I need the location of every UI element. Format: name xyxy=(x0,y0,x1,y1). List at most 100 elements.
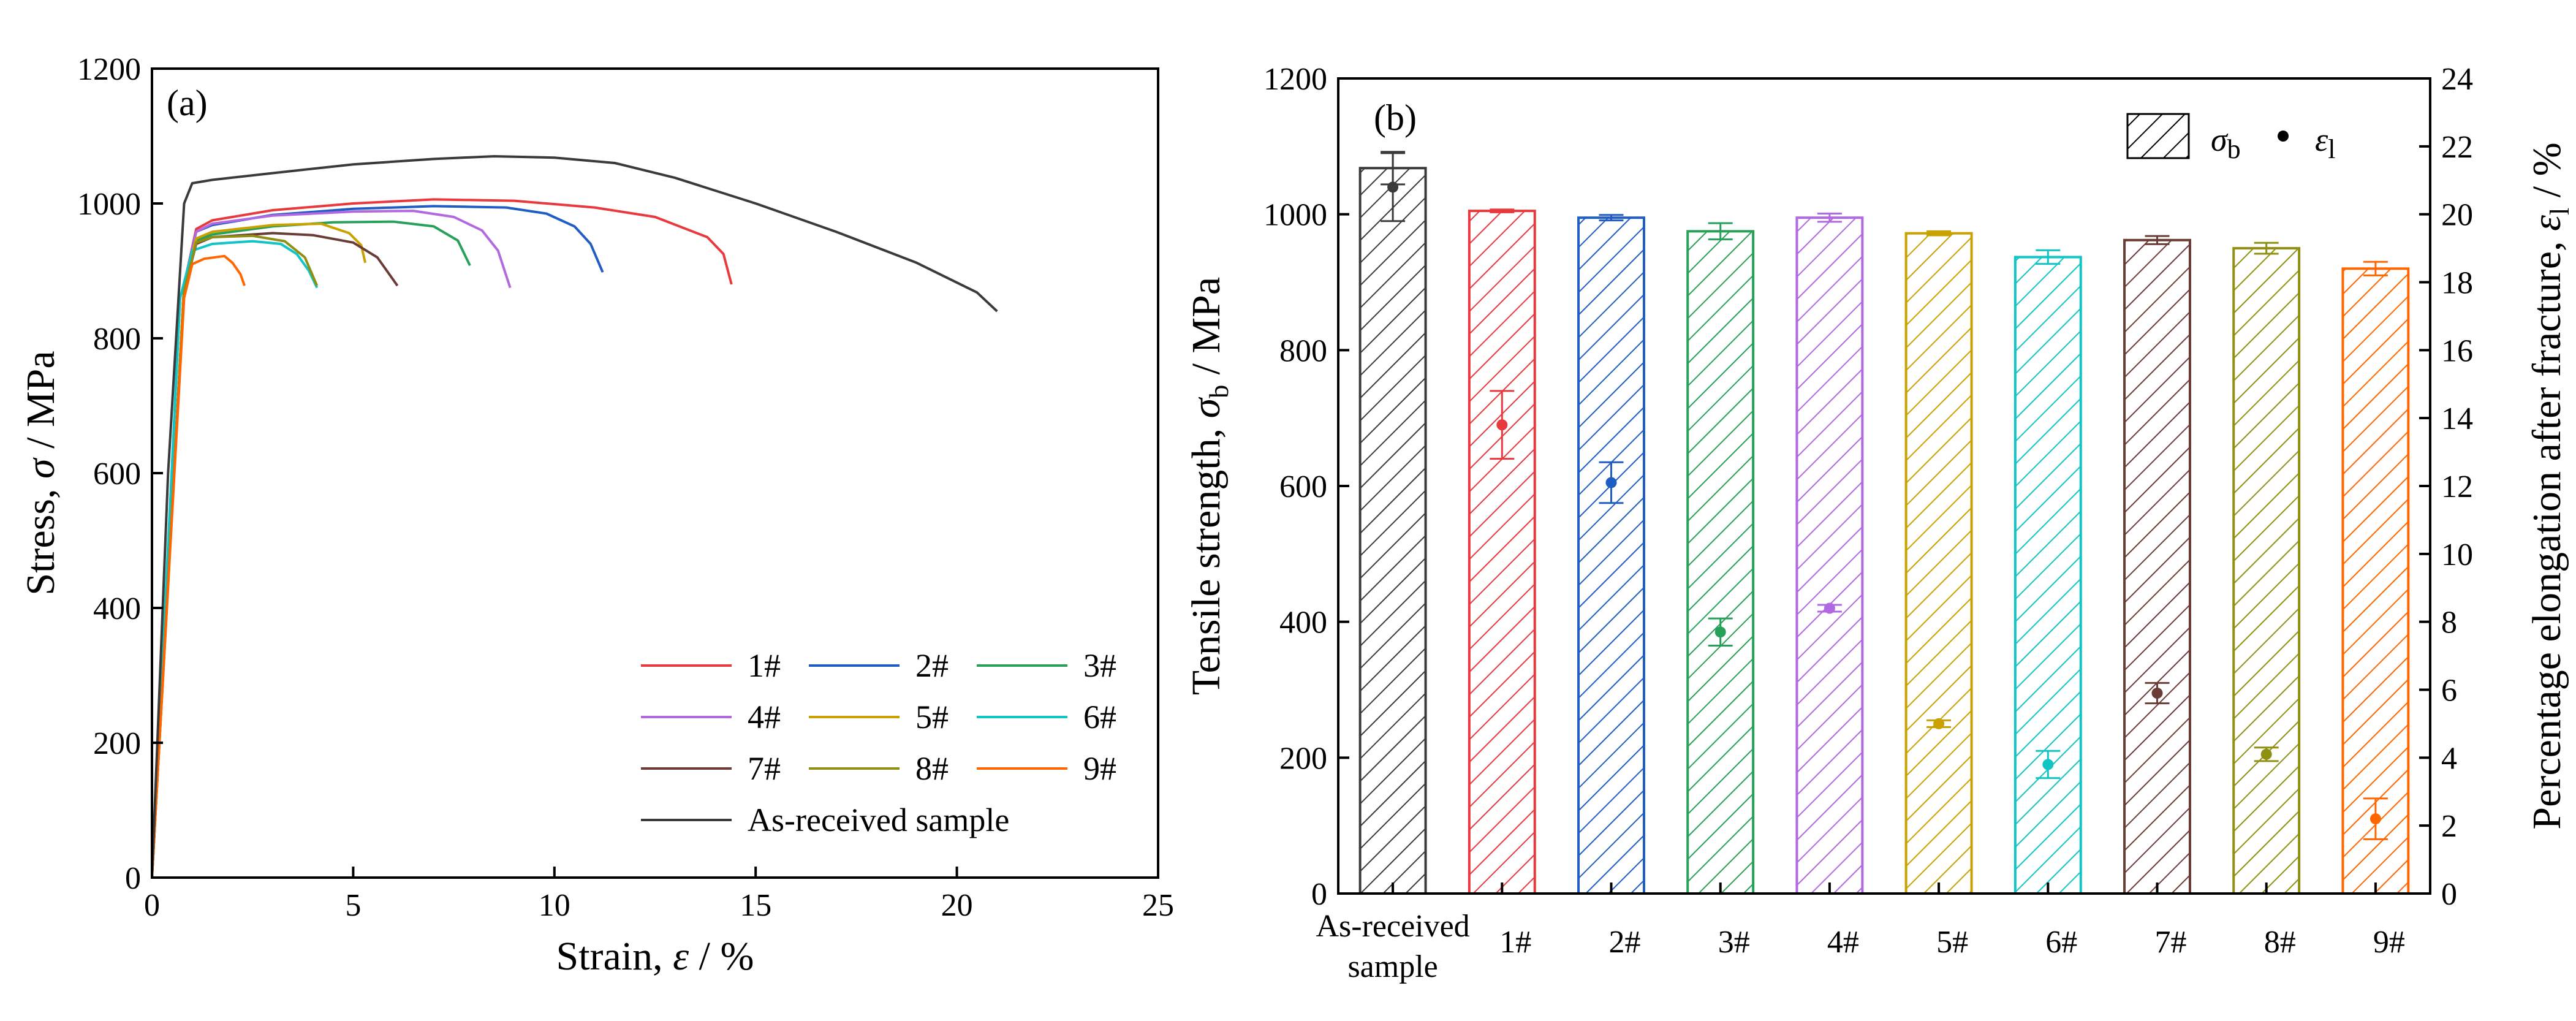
legend-label-a: As-received sample xyxy=(748,802,1009,838)
point-elongation xyxy=(2042,759,2054,770)
point-elongation xyxy=(1714,626,1726,638)
category-label-b: 6# xyxy=(2045,925,2077,960)
x-tick-label-a: 5 xyxy=(345,888,361,923)
y-tick-label-a: 400 xyxy=(93,591,141,626)
stress-strain-chart: 0 5 10 15 20 25 0 200 400 600 800 1000 1200 (a) Stra… xyxy=(18,52,1174,979)
bar-tensile-strength xyxy=(1795,216,1864,895)
y-tick-label-left-b: 800 xyxy=(1279,333,1327,368)
x-tick-label-a: 25 xyxy=(1142,888,1174,923)
y-tick-label-right-b: 20 xyxy=(2441,198,2473,233)
y-axis-title-left-b: Tensile strength, σb / MPa xyxy=(1184,277,1234,695)
legend-b: σb εl xyxy=(2126,113,2336,164)
y-tick-label-right-b: 0 xyxy=(2441,877,2457,912)
curve-1- xyxy=(151,198,733,878)
tensile-elongation-chart: 0200400600800100012000246810121416182022… xyxy=(1184,62,2575,984)
legend-dot-marker xyxy=(2278,131,2289,142)
bar-tensile-strength xyxy=(2232,247,2301,895)
legend-label-a: 4# xyxy=(748,699,781,735)
y-tick-label-right-b: 14 xyxy=(2441,401,2473,436)
y-tick-label-a: 600 xyxy=(93,457,141,492)
point-elongation xyxy=(2370,813,2381,825)
legend-a: 1# 2# 3# 4# 5# 6# 7# 8# 9# As-received sample xyxy=(641,647,1116,838)
y-axis-title-a: Stress, σ / MPa xyxy=(18,351,63,595)
legend-label-a: 2# xyxy=(915,647,949,684)
x-axis-title-a: Strain, ε / % xyxy=(556,934,754,979)
category-label-b: 9# xyxy=(2373,925,2405,960)
curve-7- xyxy=(151,232,399,878)
point-elongation xyxy=(1933,718,1945,729)
panel-label-b: (b) xyxy=(1374,97,1417,138)
point-elongation xyxy=(2151,688,2163,699)
curve-as-received-sample xyxy=(151,155,998,878)
y-tick-label-a: 1000 xyxy=(77,187,141,222)
legend-label-a: 3# xyxy=(1083,647,1116,684)
tensile-strength-bars xyxy=(1358,151,2410,895)
legend-label-a: 9# xyxy=(1083,750,1116,787)
y-axis-title-right-b: Percentage elongation after fracture, εl… xyxy=(2525,142,2575,829)
y-tick-label-right-b: 12 xyxy=(2441,469,2473,504)
curve-8- xyxy=(151,234,319,878)
legend-label-a: 8# xyxy=(915,750,949,787)
y-tick-label-left-b: 400 xyxy=(1279,605,1327,640)
x-tick-label-a: 0 xyxy=(144,888,160,923)
x-tick-label-a: 20 xyxy=(941,888,973,923)
y-tick-label-right-b: 2 xyxy=(2441,809,2457,844)
point-elongation xyxy=(1496,419,1508,431)
y-tick-label-right-b: 16 xyxy=(2441,333,2473,368)
bar-tensile-strength xyxy=(1358,167,1427,895)
point-elongation xyxy=(2260,748,2272,760)
y-tick-label-left-b: 1200 xyxy=(1263,62,1327,97)
y-tick-label-left-b: 600 xyxy=(1279,469,1327,504)
curve-3- xyxy=(151,220,471,878)
category-label-b: 4# xyxy=(1827,925,1859,960)
bar-tensile-strength xyxy=(2123,238,2191,895)
legend-bar-label: σb xyxy=(2211,121,2241,164)
curve-2- xyxy=(151,205,604,878)
stress-strain-curves xyxy=(151,155,998,878)
y-tick-label-left-b: 0 xyxy=(1311,877,1327,912)
y-tick-label-left-b: 200 xyxy=(1279,741,1327,776)
category-label-b: sample xyxy=(1347,949,1438,984)
legend-bar-swatch xyxy=(2126,113,2190,159)
y-tick-label-right-b: 24 xyxy=(2441,62,2473,97)
category-label-b: 3# xyxy=(1718,925,1750,960)
legend-label-a: 6# xyxy=(1083,699,1116,735)
legend-label-a: 7# xyxy=(748,750,781,787)
y-tick-label-a: 800 xyxy=(93,322,141,357)
legend-label-a: 1# xyxy=(748,647,781,684)
panel-label-a: (a) xyxy=(167,83,208,123)
legend-dot-label: εl xyxy=(2315,121,2336,164)
category-label-b: As-received xyxy=(1316,909,1469,944)
y-tick-label-right-b: 8 xyxy=(2441,605,2457,640)
y-tick-label-left-b: 1000 xyxy=(1263,198,1327,233)
y-tick-label-right-b: 10 xyxy=(2441,537,2473,572)
curve-4- xyxy=(151,210,512,878)
y-tick-label-right-b: 22 xyxy=(2441,130,2473,165)
category-label-b: 8# xyxy=(2264,925,2296,960)
bar-tensile-strength xyxy=(1904,232,1973,895)
category-label-b: 5# xyxy=(1936,925,1968,960)
curve-9- xyxy=(151,254,246,878)
category-label-b: 1# xyxy=(1499,925,1531,960)
category-label-b: 2# xyxy=(1609,925,1641,960)
y-tick-label-a: 200 xyxy=(93,726,141,761)
point-elongation xyxy=(1824,602,1835,614)
curve-6- xyxy=(151,240,319,878)
y-tick-label-a: 1200 xyxy=(77,52,141,87)
bar-tensile-strength xyxy=(1577,216,1645,895)
bar-tensile-strength xyxy=(2013,256,2082,895)
y-tick-label-a: 0 xyxy=(125,861,141,896)
category-label-b: 7# xyxy=(2155,925,2187,960)
x-tick-label-a: 15 xyxy=(740,888,771,923)
point-elongation xyxy=(1605,477,1617,488)
y-tick-label-right-b: 4 xyxy=(2441,741,2457,776)
bar-tensile-strength xyxy=(1468,210,1536,895)
legend-label-a: 5# xyxy=(915,699,949,735)
y-tick-label-right-b: 18 xyxy=(2441,266,2473,301)
point-elongation xyxy=(1387,181,1399,193)
chart-a-frame xyxy=(151,67,1159,879)
x-tick-label-a: 10 xyxy=(539,888,570,923)
y-tick-label-right-b: 6 xyxy=(2441,674,2457,708)
elongation-points xyxy=(1381,152,2388,840)
